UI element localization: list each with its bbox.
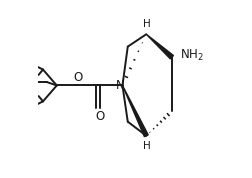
Text: O: O	[95, 110, 105, 123]
Polygon shape	[122, 85, 148, 137]
Text: N: N	[116, 79, 125, 92]
Text: NH$_2$: NH$_2$	[180, 48, 204, 63]
Text: H: H	[143, 19, 150, 29]
Text: H: H	[143, 141, 150, 151]
Text: O: O	[73, 71, 82, 84]
Polygon shape	[146, 34, 173, 59]
